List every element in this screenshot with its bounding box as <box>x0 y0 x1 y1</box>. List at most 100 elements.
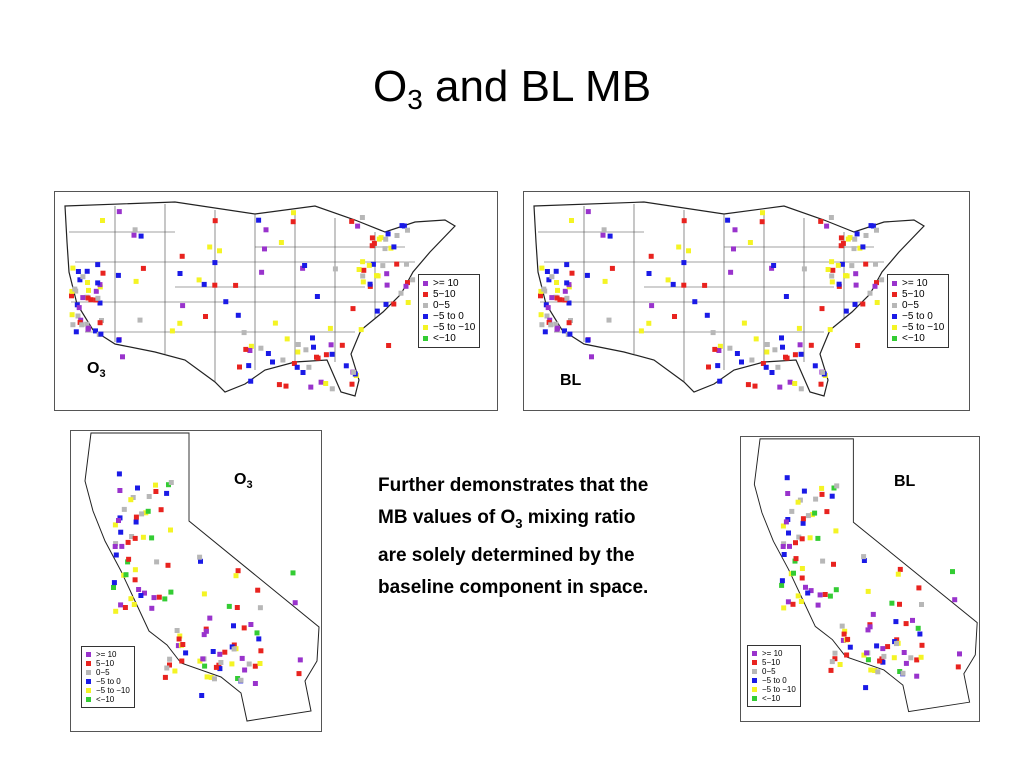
legend-swatch <box>86 688 91 693</box>
site-marker <box>117 488 123 493</box>
us-monitor-sites <box>69 209 416 392</box>
site-marker <box>139 511 145 517</box>
site-marker <box>199 693 205 698</box>
site-marker <box>860 244 866 250</box>
site-marker <box>889 600 895 606</box>
site-marker <box>300 265 306 271</box>
site-marker <box>97 300 103 306</box>
site-marker <box>646 271 652 276</box>
legend-label: 0−5 <box>762 667 776 676</box>
site-marker <box>297 657 303 663</box>
site-marker <box>646 320 652 326</box>
site-marker <box>329 386 335 392</box>
site-marker <box>153 489 159 494</box>
site-marker <box>557 297 563 303</box>
site-marker <box>681 218 687 224</box>
site-marker <box>138 233 144 239</box>
legend-label: 0−5 <box>96 668 110 677</box>
site-marker <box>197 658 203 664</box>
site-marker <box>910 617 915 623</box>
legend-item: >= 10 <box>423 278 475 289</box>
site-marker <box>77 277 83 283</box>
site-marker <box>128 497 134 503</box>
site-marker <box>793 540 798 546</box>
site-marker <box>142 590 147 596</box>
legend-swatch <box>423 314 428 319</box>
site-marker <box>787 379 793 385</box>
site-marker <box>772 347 778 353</box>
site-marker <box>359 215 365 220</box>
site-marker <box>780 523 786 529</box>
legend-swatch <box>752 696 757 701</box>
site-marker <box>132 535 138 541</box>
site-marker <box>781 552 787 557</box>
site-marker <box>95 295 101 301</box>
site-marker <box>894 641 899 647</box>
site-marker <box>120 354 125 360</box>
legend-label: −5 to 0 <box>762 676 787 685</box>
site-marker <box>129 534 135 539</box>
site-marker <box>543 302 549 308</box>
legend-label: 5−10 <box>96 659 115 668</box>
site-marker <box>564 295 570 301</box>
ca-map-bl-panel: BL >= 10 5−10 0−5 −5 to 0 −5 to −10 <−10 <box>740 436 980 722</box>
site-marker <box>546 277 552 283</box>
site-marker <box>315 355 321 361</box>
site-marker <box>366 262 372 268</box>
site-marker <box>853 282 859 288</box>
site-marker <box>272 320 278 326</box>
site-marker <box>609 265 615 271</box>
site-marker <box>819 485 825 491</box>
site-marker <box>233 573 239 579</box>
site-marker <box>897 601 902 607</box>
site-marker <box>210 649 216 654</box>
site-marker <box>84 268 90 274</box>
site-marker <box>786 530 791 536</box>
site-marker <box>258 648 264 654</box>
site-marker <box>854 231 860 237</box>
site-marker <box>715 363 721 369</box>
site-marker <box>601 227 607 233</box>
site-marker <box>133 278 139 284</box>
site-marker <box>166 482 171 488</box>
legend-item: −5 to 0 <box>423 311 475 322</box>
site-marker <box>197 554 203 560</box>
legend-label: −5 to −10 <box>762 685 796 694</box>
legend-label: 0−5 <box>902 300 919 311</box>
site-marker <box>796 325 802 331</box>
site-marker <box>132 567 138 573</box>
site-marker <box>374 308 380 314</box>
legend-swatch <box>752 651 757 656</box>
site-marker <box>231 623 236 629</box>
legend-item: −5 to −10 <box>752 685 796 694</box>
site-marker <box>827 327 833 333</box>
site-marker <box>113 608 119 614</box>
site-marker <box>950 569 955 575</box>
site-marker <box>167 662 172 668</box>
site-marker <box>676 244 682 250</box>
site-marker <box>252 663 258 669</box>
site-marker <box>95 262 101 268</box>
legend-item: −5 to 0 <box>752 676 796 685</box>
site-marker <box>812 510 818 516</box>
legend-label: <−10 <box>762 694 781 703</box>
site-marker <box>257 605 263 611</box>
site-marker <box>566 320 572 326</box>
site-marker <box>602 278 608 284</box>
site-marker <box>828 667 834 673</box>
site-marker <box>548 322 554 328</box>
site-marker <box>585 209 591 215</box>
site-marker <box>80 274 86 280</box>
site-marker <box>554 280 559 285</box>
legend-label: >= 10 <box>762 649 783 658</box>
site-marker <box>879 277 885 283</box>
site-marker <box>380 263 386 269</box>
site-marker <box>212 260 218 266</box>
site-marker <box>897 566 903 572</box>
site-marker <box>207 615 213 621</box>
site-marker <box>398 290 404 296</box>
site-marker <box>562 288 568 294</box>
site-marker <box>874 280 879 286</box>
site-marker <box>844 273 850 279</box>
site-marker <box>867 290 873 296</box>
